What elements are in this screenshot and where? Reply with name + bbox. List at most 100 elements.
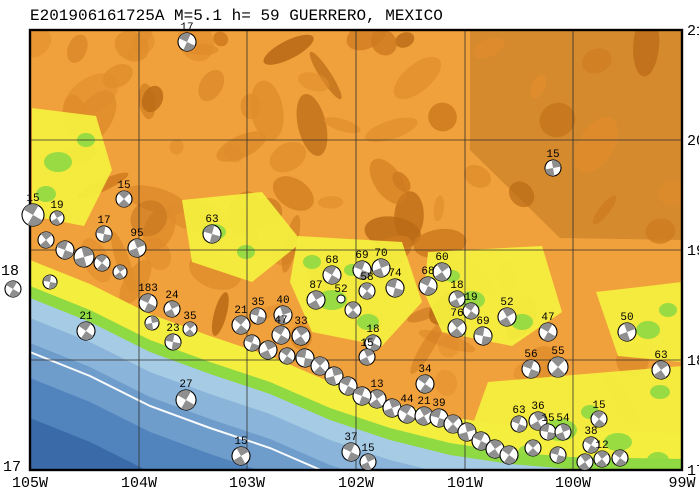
- focal-mechanism-marker: [651, 360, 671, 380]
- beachball-quadrants: [178, 33, 196, 51]
- lon-label: 102W: [338, 475, 374, 492]
- vegetation-blob: [650, 385, 670, 399]
- lowland-patch: [596, 282, 682, 362]
- beachball-quadrants: [618, 323, 636, 341]
- focal-mechanism-marker: [590, 410, 608, 428]
- beachball-quadrants: [96, 226, 112, 242]
- vegetation-blob: [303, 255, 321, 269]
- terrain-blob: [539, 102, 576, 138]
- focal-mechanism-marker: [138, 293, 158, 313]
- focal-mechanism-marker: [249, 307, 267, 325]
- focal-mechanism-marker: [448, 290, 466, 308]
- depth-label: 52: [500, 297, 513, 309]
- beachball-quadrants: [372, 259, 390, 277]
- depth-label: 33: [294, 316, 307, 328]
- beachball-quadrants: [342, 443, 360, 461]
- lat-label: 19N: [687, 243, 699, 260]
- terrain-blob: [67, 34, 88, 64]
- focal-mechanism-marker: [271, 325, 291, 345]
- depth-label: 54: [556, 413, 570, 425]
- beachball-quadrants: [449, 291, 465, 307]
- beachball-quadrants: [416, 407, 432, 425]
- focal-mechanism-marker: [273, 305, 293, 325]
- depth-label: 12: [595, 440, 608, 452]
- beachball-quadrants: [353, 387, 371, 405]
- depth-label: 21: [79, 311, 93, 323]
- terrain-blob: [633, 30, 660, 77]
- focal-mechanism-marker: [367, 389, 387, 409]
- trench-line: [30, 351, 324, 470]
- beachball-quadrants: [23, 204, 43, 226]
- focal-mechanism-marker: [4, 280, 22, 298]
- focal-mechanism-marker: [582, 436, 600, 454]
- focal-mechanism-marker: [42, 274, 58, 290]
- focal-mechanism-marker: [414, 406, 434, 426]
- map-title: E201906161725A M=5.1 h= 59 GUERRERO, MEX…: [30, 7, 443, 25]
- beachball-quadrants: [360, 283, 374, 299]
- beachball-quadrants: [273, 326, 289, 344]
- map-layers: [30, 30, 682, 470]
- depth-label: 52: [334, 284, 347, 296]
- focal-mechanism-marker: [177, 32, 197, 52]
- lat-label: 20N: [687, 133, 699, 150]
- beachball-quadrants: [244, 335, 260, 351]
- terrain-blob: [317, 196, 344, 209]
- vegetation-blob: [36, 186, 56, 202]
- focal-mechanism-marker: [202, 224, 222, 244]
- depth-label: 76: [450, 308, 463, 320]
- focal-mechanism-marker: [341, 442, 361, 462]
- beachball-quadrants: [39, 232, 53, 248]
- beachball-quadrants: [177, 390, 195, 410]
- depth-label: 70: [374, 248, 387, 260]
- beachball-quadrants: [203, 225, 221, 243]
- terrain-blob: [582, 48, 612, 74]
- focal-mechanism-marker: [258, 340, 278, 360]
- beachball-quadrants: [578, 454, 592, 470]
- lon-label: 105W: [12, 475, 48, 492]
- terrain-blob: [130, 200, 168, 237]
- focal-mechanism-marker: [447, 318, 467, 338]
- beachball-quadrants: [6, 281, 20, 297]
- beachball-quadrants: [56, 241, 74, 259]
- depth-label: 18: [366, 324, 379, 336]
- focal-mechanism-marker: [291, 326, 311, 346]
- beachball-quadrants: [555, 424, 571, 440]
- terrain-blob: [428, 102, 457, 132]
- focal-mechanism-marker: [182, 321, 198, 337]
- depth-label: 27: [179, 379, 192, 391]
- beachball-quadrants: [383, 399, 401, 417]
- focal-mechanism-marker: [115, 190, 133, 208]
- terrain-blob: [198, 69, 225, 102]
- beachball-quadrants: [474, 327, 492, 345]
- depth-label: 47: [274, 315, 287, 327]
- terrain-blob: [370, 30, 397, 56]
- focal-mechanism-marker: [457, 422, 477, 442]
- depth-label: 23: [166, 323, 179, 335]
- focal-mechanism-marker: [352, 386, 372, 406]
- focal-mechanism-marker: [95, 225, 113, 243]
- focal-mechanism-marker: [358, 282, 376, 300]
- focal-mechanism-marker: [336, 294, 346, 304]
- depth-label: 17: [97, 215, 110, 227]
- beachball-quadrants: [584, 437, 598, 453]
- focal-mechanism-marker: [37, 231, 55, 249]
- focal-mechanism-marker: [462, 302, 480, 320]
- terrain-blob: [393, 56, 442, 100]
- terrain-blob: [410, 321, 444, 375]
- depth-label: 95: [130, 228, 143, 240]
- terrain-blob: [127, 30, 157, 61]
- depth-label: 56: [524, 349, 537, 361]
- depth-label: 63: [205, 214, 218, 226]
- beachball-quadrants: [353, 261, 371, 279]
- edge-label: 17: [3, 459, 21, 476]
- terrain-blob: [297, 72, 330, 92]
- focal-mechanism-marker: [231, 446, 251, 466]
- terrain-blob: [645, 218, 676, 244]
- depth-label: 38: [584, 426, 597, 438]
- beachball-quadrants: [339, 377, 357, 395]
- terrain-blob: [211, 292, 229, 336]
- terrain-blob: [323, 117, 361, 134]
- focal-mechanism-marker: [576, 453, 594, 471]
- terrain-blob: [574, 117, 619, 174]
